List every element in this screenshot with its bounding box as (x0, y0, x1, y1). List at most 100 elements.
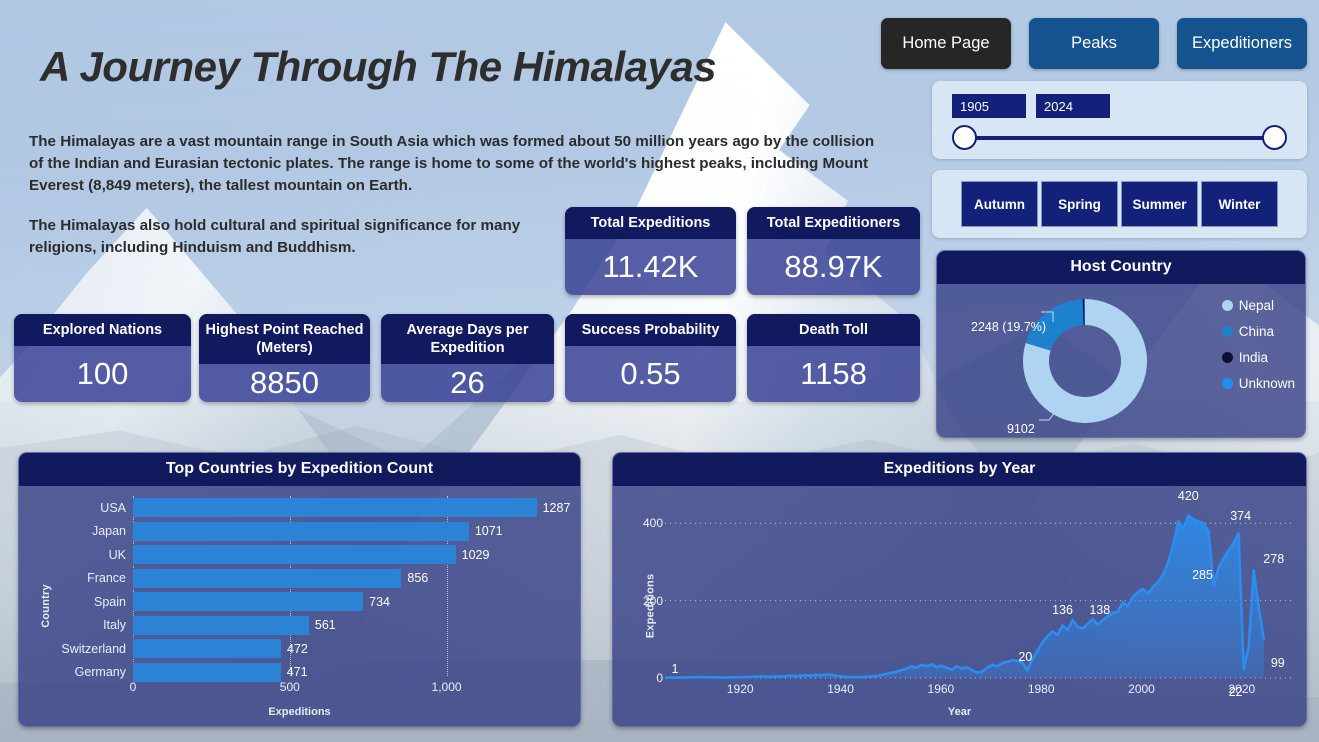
legend-item-unknown[interactable]: Unknown (1221, 376, 1295, 391)
bar-category-label: France (87, 571, 126, 586)
season-button-spring[interactable]: Spring (1041, 181, 1118, 227)
donut-svg (1023, 299, 1147, 423)
area-fill (665, 515, 1264, 678)
kpi-label: Total Expeditioners (747, 207, 920, 240)
host-country-title: Host Country (937, 251, 1305, 284)
intro-text: The Himalayas are a vast mountain range … (29, 131, 885, 259)
bar-row[interactable]: Switzerland 472 (49, 637, 572, 661)
bar-fill[interactable] (133, 639, 281, 658)
tab-expeditioners[interactable]: Expeditioners (1177, 18, 1307, 69)
year-end-input[interactable]: 2024 (1036, 94, 1110, 118)
kpi-label: Highest Point Reached (Meters) (199, 314, 370, 365)
line-chart-title: Expeditions by Year (613, 453, 1306, 486)
bar-value-label: 471 (286, 665, 308, 680)
bar-fill[interactable] (133, 615, 309, 635)
host-country-donut-chart: 2248 (19.7%) 9102 (79.7%) Nepal China In… (937, 284, 1305, 437)
legend-label: Nepal (1238, 298, 1274, 313)
line-chart-x-ticks: 1920 1940 1960 1980 2000 2020 (665, 682, 1292, 698)
data-point-label: 99 (1270, 655, 1285, 670)
bar-row[interactable]: France 856 (49, 567, 572, 591)
bar-row[interactable]: Germany 471 (49, 661, 572, 685)
page-title: A Journey Through The Himalayas (40, 43, 717, 90)
kpi-value: 88.97K (784, 249, 883, 285)
season-button-winter[interactable]: Winter (1201, 181, 1278, 227)
season-slicer: Autumn Spring Summer Winter (932, 170, 1307, 238)
x-tick-label: 0 (129, 680, 137, 694)
x-tick-label: 1980 (1027, 682, 1055, 696)
bar-track: 734 (133, 590, 572, 614)
tab-peaks[interactable]: Peaks (1029, 18, 1159, 69)
year-start-input[interactable]: 1905 (952, 94, 1026, 118)
kpi-label: Death Toll (747, 314, 920, 347)
bar-chart-x-ticks: 0 500 1,000 (129, 680, 572, 696)
bar-row[interactable]: Japan 1071 (49, 520, 572, 544)
season-button-summer[interactable]: Summer (1121, 181, 1198, 227)
host-country-panel: Host Country 2248 (19.7%) 9102 (79.7%) N… (936, 250, 1306, 438)
donut-label-china: 2248 (19.7%) (971, 320, 1047, 334)
legend-swatch-unknown (1221, 378, 1233, 389)
bar-fill[interactable] (133, 592, 364, 611)
bar-fill[interactable] (133, 568, 402, 588)
bar-category-label: USA (100, 500, 126, 515)
tab-home-page[interactable]: Home Page (881, 18, 1011, 69)
intro-paragraph-1: The Himalayas are a vast mountain range … (29, 133, 875, 194)
data-point-label: 20 (1018, 650, 1033, 665)
kpi-card-success-probability: Success Probability 0.55 (565, 314, 736, 402)
x-tick-label: 2020 (1228, 682, 1256, 696)
bar-category-label: Italy (103, 618, 126, 633)
expeditions-by-year-panel: Expeditions by Year Expeditions 0 200 400 … (612, 452, 1307, 727)
bar-fill[interactable] (133, 545, 456, 564)
legend-item-china[interactable]: China (1221, 324, 1295, 339)
season-button-autumn[interactable]: Autumn (961, 181, 1038, 227)
kpi-label: Success Probability (565, 314, 736, 347)
legend-item-nepal[interactable]: Nepal (1221, 298, 1295, 313)
bar-row[interactable]: Italy 561 (49, 614, 572, 638)
x-tick-label: 1920 (726, 682, 754, 696)
bar-fill[interactable] (133, 521, 469, 541)
year-range-slicer: 1905 2024 (932, 81, 1307, 159)
line-chart-body: Expeditions 0 200 400 1 20 136 138 420 285 374 22… (613, 486, 1306, 726)
bar-chart-body: Country USA 1287 Japan 1071 UK 1029 France 856 S… (19, 486, 580, 726)
bar-row[interactable]: Spain 734 (49, 590, 572, 614)
data-point-label: 1 (671, 661, 679, 676)
data-point-label: 285 (1192, 567, 1213, 582)
legend-item-india[interactable]: India (1221, 350, 1295, 365)
bar-fill[interactable] (133, 662, 281, 682)
bar-category-label: Switzerland (61, 641, 126, 656)
top-navigation: Home Page Peaks Expeditioners (881, 18, 1307, 69)
kpi-value: 0.55 (620, 356, 681, 392)
bar-category-label: Japan (91, 524, 126, 539)
line-series[interactable] (665, 514, 1266, 679)
bar-row[interactable]: UK 1029 (49, 543, 572, 567)
bar-value-label: 1287 (542, 500, 571, 515)
kpi-card-highest-point-reached: Highest Point Reached (Meters) 8850 (199, 314, 370, 402)
bar-fill[interactable] (133, 498, 537, 517)
intro-paragraph-2: The Himalayas also hold cultural and spi… (29, 217, 521, 256)
kpi-label: Total Expeditions (565, 207, 736, 240)
legend-label: Unknown (1238, 376, 1295, 391)
data-point-label: 278 (1263, 552, 1285, 567)
line-chart-plot-area: 1 20 136 138 420 285 374 22 278 99 (665, 489, 1294, 699)
y-tick-label: 400 (642, 516, 663, 531)
bar-track: 856 (133, 567, 572, 591)
line-chart-svg (665, 514, 1294, 679)
bar-chart-rows: USA 1287 Japan 1071 UK 1029 France 856 Spain 734 I… (49, 496, 572, 682)
year-slider-handle-left[interactable] (952, 125, 977, 150)
year-slider-track[interactable] (952, 125, 1287, 150)
year-slider-handle-right[interactable] (1262, 125, 1287, 150)
bar-value-label: 561 (314, 618, 336, 633)
data-point-label: 136 (1052, 603, 1073, 618)
bar-track: 1287 (133, 496, 572, 520)
x-tick-label: 1960 (927, 682, 955, 696)
bar-chart-title: Top Countries by Expedition Count (19, 453, 580, 486)
bar-track: 1071 (133, 520, 572, 544)
line-chart-x-axis-title: Year (947, 706, 972, 718)
kpi-value: 8850 (250, 365, 319, 401)
kpi-value: 11.42K (602, 249, 699, 285)
bar-row[interactable]: USA 1287 (49, 496, 572, 520)
kpi-card-explored-nations: Explored Nations 100 (14, 314, 191, 402)
bar-value-label: 472 (287, 641, 308, 656)
bar-category-label: Germany (74, 665, 126, 680)
data-point-label: 420 (1177, 489, 1199, 504)
year-range-inputs: 1905 2024 (952, 94, 1110, 118)
